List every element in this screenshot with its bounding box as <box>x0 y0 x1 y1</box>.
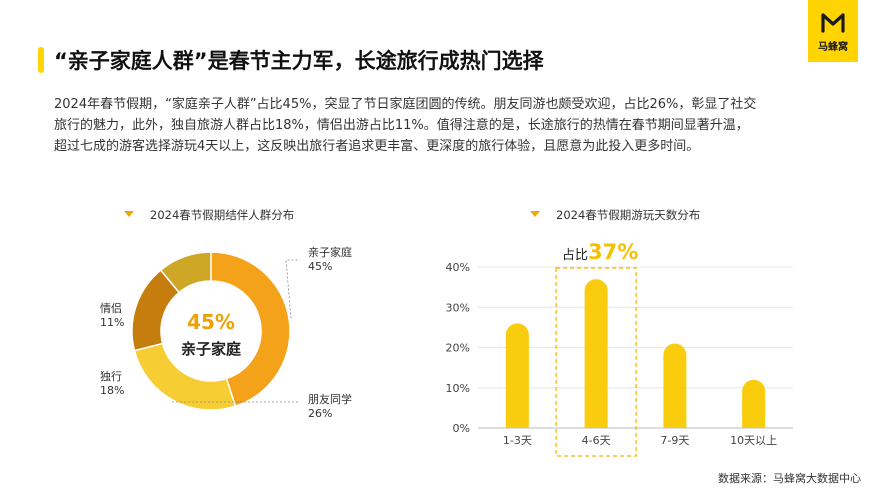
slice-name: 独行 <box>100 370 122 383</box>
title-accent-bar <box>38 47 44 73</box>
description-line: 2024年春节假期，“家庭亲子人群”占比45%，突显了节日家庭团圆的传统。朋友同… <box>54 97 757 112</box>
data-source: 数据来源：马蜂窝大数据中心 <box>718 472 861 485</box>
slice-label-family: 亲子家庭 45% <box>308 246 352 274</box>
bar <box>584 279 608 428</box>
slice-name: 情侣 <box>100 302 122 315</box>
slice-label-friends: 朋友同学 26% <box>308 393 352 421</box>
slice-value: 45% <box>308 260 333 273</box>
slice-value: 18% <box>100 384 125 397</box>
description-line: 旅行的魅力，此外，独自旅游人群占比18%，情侣出游占比11%。值得注意的是，长途… <box>54 118 749 133</box>
y-tick-label: 0% <box>453 422 470 435</box>
description-paragraph: 2024年春节假期，“家庭亲子人群”占比45%，突显了节日家庭团圆的传统。朋友同… <box>54 94 844 157</box>
highlight-box <box>555 267 637 457</box>
page-title: “亲子家庭人群”是春节主力军，长途旅行成热门选择 <box>54 49 544 73</box>
bar <box>663 343 687 428</box>
triangle-marker-icon <box>530 211 540 217</box>
x-tick-label: 1-3天 <box>503 434 532 447</box>
highlight-callout: 占比37% <box>562 240 638 264</box>
y-tick-label: 10% <box>446 382 470 395</box>
bar <box>505 323 529 428</box>
m-logo-icon <box>821 13 845 33</box>
leader-line <box>285 259 300 319</box>
brand-logo: 马蜂窝 <box>808 0 858 62</box>
triangle-marker-icon <box>124 211 134 217</box>
y-tick-label: 30% <box>446 301 470 314</box>
slice-label-solo: 独行 18% <box>100 370 124 398</box>
donut-center-label: 亲子家庭 <box>180 340 241 358</box>
slice-value: 11% <box>100 316 125 329</box>
x-tick-label: 10天以上 <box>730 434 777 447</box>
donut-center-value: 45% <box>187 310 235 334</box>
x-tick-label: 4-6天 <box>582 434 611 447</box>
slice-value: 26% <box>308 407 333 420</box>
x-tick-label: 7-9天 <box>660 434 689 447</box>
y-tick-label: 40% <box>446 261 470 274</box>
brand-name: 马蜂窝 <box>818 42 848 53</box>
bar <box>742 379 766 428</box>
highlight-prefix: 占比 <box>562 248 589 263</box>
highlight-value: 37% <box>588 240 639 264</box>
donut-chart-title: 2024春节假期结伴人群分布 <box>150 208 295 222</box>
y-tick-label: 20% <box>446 342 470 355</box>
slice-name: 朋友同学 <box>308 393 352 406</box>
donut-slice <box>159 251 212 294</box>
slice-label-couple: 情侣 11% <box>100 302 124 330</box>
bar-chart-title: 2024春节假期游玩天数分布 <box>556 208 701 222</box>
slice-name: 亲子家庭 <box>308 246 352 259</box>
description-line: 超过七成的游客选择游玩4天以上，这反映出旅行者追求更丰富、更深度的旅行体验，且愿… <box>54 139 700 154</box>
